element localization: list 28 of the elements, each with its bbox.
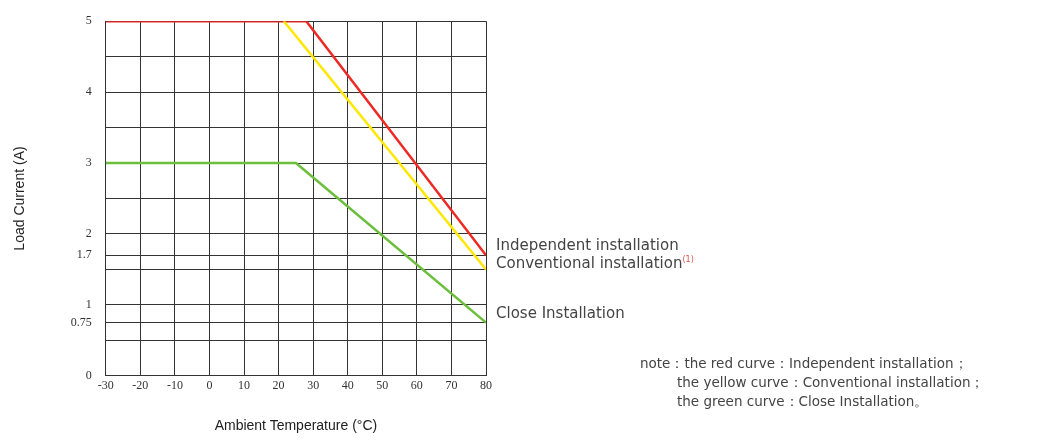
x-tick-label: 80: [480, 378, 492, 393]
y-tick-label: 0.75: [70, 314, 92, 329]
x-tick-label: -30: [97, 378, 114, 393]
y-tick-label: 5: [85, 13, 92, 28]
y-tick-label: 2: [85, 226, 92, 241]
x-tick-label: 70: [445, 378, 458, 393]
text: the yellow curve：Conventional installation；: [677, 374, 985, 390]
x-tick-label: 30: [307, 378, 320, 393]
x-tick-label: 10: [238, 378, 251, 393]
x-tick-label: 20: [272, 378, 285, 393]
series-label: Conventional installation$^{(1)}$: [496, 254, 694, 273]
y-tick-label: 0: [85, 367, 92, 382]
x-tick-label: 60: [410, 378, 423, 393]
text: note：the red curve：Independent installation；: [640, 355, 968, 371]
series-label: Close Installation: [496, 303, 625, 322]
series-label: Independent installation: [496, 236, 679, 255]
y-tick-label: 3: [85, 155, 92, 170]
y-tick-label: 4: [85, 84, 92, 99]
x-axis-title: Ambient Temperature (°C): [214, 417, 378, 434]
x-tick-label: 50: [376, 378, 389, 393]
x-tick-label: -20: [132, 378, 149, 393]
x-tick-label: 0: [206, 378, 213, 393]
y-axis-title: Load Current (A): [11, 146, 28, 251]
x-tick-label: 40: [341, 378, 354, 393]
y-tick-label: 1.7: [76, 247, 92, 262]
text: the green curve：Close Installation。: [677, 393, 929, 409]
x-tick-label: -10: [166, 378, 183, 393]
y-tick-label: 1: [85, 297, 92, 312]
